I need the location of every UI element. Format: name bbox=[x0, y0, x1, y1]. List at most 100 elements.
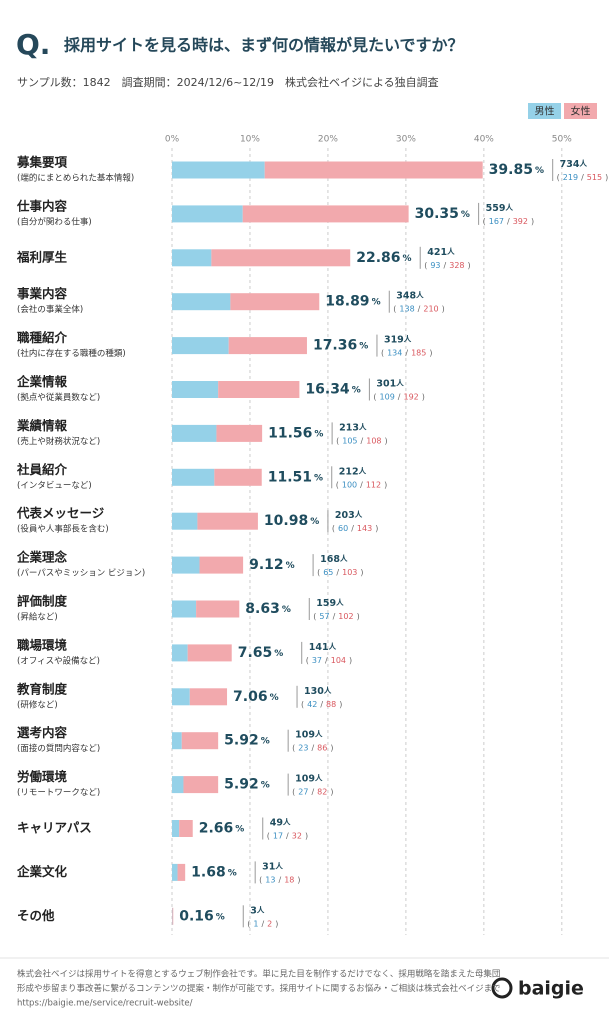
category-label: 募集要項 bbox=[16, 155, 68, 170]
bar-segment bbox=[190, 688, 227, 705]
paren: ) bbox=[442, 304, 445, 313]
category-label: 事業内容 bbox=[17, 286, 68, 301]
x-tick-label: 30% bbox=[396, 135, 416, 145]
separator: / bbox=[581, 173, 584, 182]
count-unit: 人 bbox=[340, 554, 348, 563]
total-unit: % bbox=[535, 166, 544, 176]
paren: ) bbox=[422, 392, 425, 401]
count-label: 168人 bbox=[320, 554, 348, 565]
footer-text: 株式会社ベイジは採用サイトを得意とするウェブ制作会社です。単に見た目を制作するだ… bbox=[17, 969, 500, 980]
bar-segment bbox=[172, 688, 190, 705]
count-unit: 人 bbox=[315, 730, 323, 739]
paren: ( bbox=[292, 787, 295, 796]
total-value: 0.16 bbox=[179, 908, 214, 924]
count-value: 159 bbox=[316, 598, 336, 609]
paren: ) bbox=[385, 436, 388, 445]
male-count: 109 bbox=[380, 392, 395, 401]
paren: ) bbox=[297, 875, 300, 884]
male-count: 105 bbox=[342, 436, 357, 445]
female-count: 192 bbox=[404, 392, 419, 401]
bar-segment bbox=[214, 469, 261, 486]
count-breakdown: (23/86) bbox=[292, 743, 333, 752]
count-unit: 人 bbox=[580, 159, 588, 168]
female-count: 104 bbox=[331, 655, 346, 664]
male-count: 1 bbox=[253, 919, 258, 928]
bar-segment bbox=[265, 162, 483, 179]
count-label: 109人 bbox=[295, 773, 323, 784]
paren: ) bbox=[330, 787, 333, 796]
bar-segment bbox=[216, 425, 262, 442]
total-unit: % bbox=[235, 824, 244, 834]
separator: / bbox=[286, 831, 289, 840]
female-count: 2 bbox=[267, 919, 272, 928]
female-count: 112 bbox=[366, 480, 381, 489]
paren: ( bbox=[267, 831, 270, 840]
count-label: 348人 bbox=[396, 290, 424, 301]
x-tick-label: 10% bbox=[240, 135, 260, 145]
male-count: 23 bbox=[298, 743, 308, 752]
paren: ( bbox=[336, 480, 339, 489]
category-note: (会社の事業全体) bbox=[17, 304, 83, 315]
category-note: (面接の質問内容など) bbox=[17, 743, 100, 754]
category-label: 評価制度 bbox=[17, 594, 68, 609]
category-note: (オフィスや設備など) bbox=[17, 655, 100, 666]
female-count: 18 bbox=[284, 875, 294, 884]
category-note: (自分が関わる仕事) bbox=[17, 216, 92, 227]
count-label: 319人 bbox=[384, 334, 412, 345]
count-label: 130人 bbox=[304, 685, 332, 696]
total-unit: % bbox=[310, 517, 319, 527]
separator: / bbox=[361, 436, 364, 445]
paren: ( bbox=[247, 919, 250, 928]
male-count: 37 bbox=[312, 655, 322, 664]
male-count: 100 bbox=[342, 480, 357, 489]
category-label: その他 bbox=[17, 908, 55, 923]
paren: ) bbox=[349, 655, 352, 664]
category-label: 福利厚生 bbox=[16, 249, 68, 264]
paren: ( bbox=[317, 568, 320, 577]
count-label: 213人 bbox=[339, 422, 367, 433]
separator: / bbox=[418, 304, 421, 313]
paren: ) bbox=[531, 216, 534, 225]
male-count: 65 bbox=[323, 568, 333, 577]
x-tick-label: 40% bbox=[474, 135, 494, 145]
bar-segment bbox=[172, 337, 229, 354]
separator: / bbox=[507, 216, 510, 225]
bar-segment bbox=[218, 381, 299, 398]
separator: / bbox=[405, 348, 408, 357]
count-breakdown: (109/192) bbox=[373, 392, 425, 401]
paren: ) bbox=[275, 919, 278, 928]
x-tick-label: 20% bbox=[318, 135, 338, 145]
bar-segment bbox=[172, 644, 188, 661]
count-label: 109人 bbox=[295, 729, 323, 740]
count-unit: 人 bbox=[336, 598, 344, 607]
total-unit: % bbox=[274, 648, 283, 658]
total-unit: % bbox=[461, 209, 470, 219]
count-value: 559 bbox=[486, 202, 506, 213]
bar-segment bbox=[172, 732, 182, 749]
total-unit: % bbox=[359, 341, 368, 351]
x-tick-label: 0% bbox=[165, 135, 180, 145]
female-count: 328 bbox=[449, 260, 464, 269]
count-label: 301人 bbox=[376, 378, 404, 389]
bar-segment bbox=[172, 557, 200, 574]
paren: ) bbox=[384, 480, 387, 489]
count-value: 130 bbox=[304, 685, 324, 696]
total-unit: % bbox=[261, 780, 270, 790]
total-value: 39.85 bbox=[489, 162, 533, 178]
female-count: 82 bbox=[317, 787, 327, 796]
count-value: 109 bbox=[295, 729, 315, 740]
paren: ) bbox=[468, 260, 471, 269]
count-value: 319 bbox=[384, 334, 404, 345]
count-value: 212 bbox=[339, 466, 359, 477]
bar-segment bbox=[172, 864, 178, 881]
count-unit: 人 bbox=[355, 510, 363, 519]
count-unit: 人 bbox=[257, 905, 265, 914]
chart-title: 採用サイトを見る時は、まず何の情報が見たいですか？ bbox=[64, 36, 464, 55]
total-value: 5.92 bbox=[224, 733, 259, 749]
separator: / bbox=[333, 612, 336, 621]
logo: baigie bbox=[518, 978, 584, 1000]
count-label: 421人 bbox=[427, 246, 455, 257]
female-count: 392 bbox=[513, 216, 528, 225]
male-count: 167 bbox=[489, 216, 504, 225]
total-value: 7.65 bbox=[238, 645, 273, 661]
